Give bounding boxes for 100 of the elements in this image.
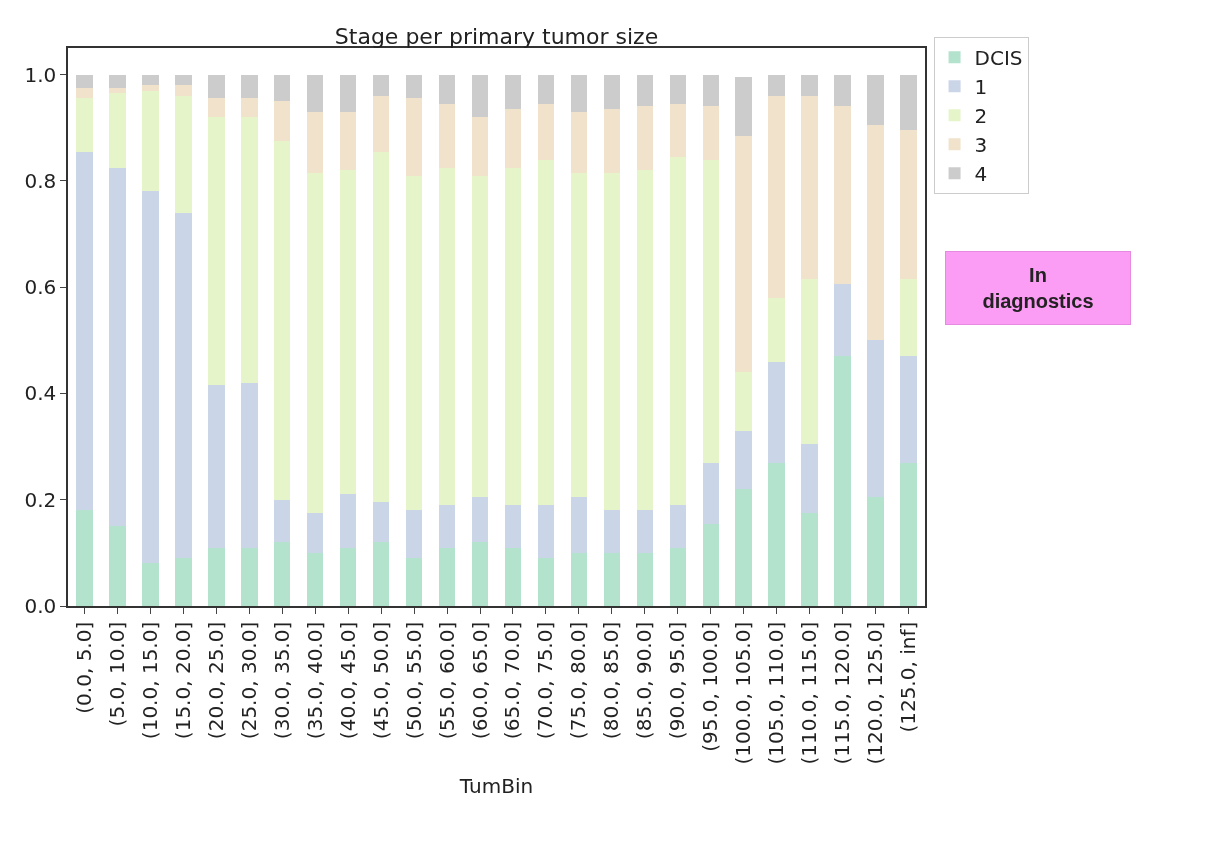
bar — [537, 159, 555, 506]
bar — [471, 117, 489, 176]
bar — [867, 340, 884, 498]
bar — [801, 513, 818, 606]
bar — [834, 74, 851, 107]
bar — [471, 175, 489, 498]
bar — [175, 558, 192, 606]
bar — [603, 172, 621, 511]
x-tick-label: (120.0, 125.0] — [863, 621, 888, 765]
x-tick-label: (115.0, 120.0] — [830, 621, 855, 765]
x-tick-label: (110.0, 115.0] — [797, 621, 822, 765]
bar — [274, 499, 291, 543]
bar — [438, 74, 456, 104]
x-tick-label: (15.0, 20.0] — [170, 621, 195, 740]
bar — [438, 167, 456, 506]
bar — [142, 74, 159, 86]
legend-label: 4 — [974, 162, 988, 187]
bar — [603, 109, 621, 173]
x-tick-label: (90.0, 95.0] — [665, 621, 690, 740]
bar — [142, 191, 159, 564]
bar — [109, 87, 126, 94]
bar — [900, 130, 917, 280]
bar — [438, 547, 456, 606]
bar — [636, 74, 654, 107]
bar — [900, 356, 917, 463]
bar — [142, 90, 159, 192]
bar — [241, 382, 258, 548]
x-tick-label: (50.0, 55.0] — [401, 621, 426, 740]
y-tick-label: 0.2 — [24, 487, 57, 512]
x-tick-label: (125.0, inf] — [896, 621, 921, 733]
bar — [867, 497, 884, 606]
bar — [339, 74, 357, 112]
bar — [241, 74, 258, 99]
x-tick-label: (45.0, 50.0] — [368, 621, 393, 740]
bar — [504, 505, 522, 548]
bar — [735, 372, 752, 431]
bar — [735, 430, 752, 490]
bar — [306, 552, 324, 606]
bar — [636, 510, 654, 553]
bar — [142, 85, 159, 91]
bar — [274, 542, 291, 606]
bar — [405, 175, 423, 511]
bar — [768, 297, 785, 362]
bar — [570, 111, 588, 173]
bar — [702, 462, 719, 524]
bar — [537, 505, 555, 559]
x-tick-label: (95.0, 100.0] — [698, 621, 723, 752]
bar — [241, 98, 258, 118]
bar — [175, 85, 192, 96]
bar — [274, 74, 291, 102]
bar — [900, 74, 917, 131]
bar — [76, 74, 93, 88]
bar — [768, 95, 785, 298]
bar — [438, 505, 456, 548]
x-tick-label: (75.0, 80.0] — [566, 621, 591, 740]
y-tick-label: 0.4 — [24, 381, 57, 406]
bar — [537, 558, 555, 606]
x-tick-label: (30.0, 35.0] — [269, 621, 294, 740]
bar — [834, 284, 851, 357]
x-tick-label: (65.0, 70.0] — [500, 621, 525, 740]
y-tick-label: 0.0 — [24, 594, 57, 618]
legend-label: 3 — [974, 133, 988, 158]
x-tick-label: (0.0, 5.0] — [71, 621, 96, 714]
x-tick-label: (55.0, 60.0] — [434, 621, 459, 740]
bar — [405, 510, 423, 559]
x-tick-label: (20.0, 25.0] — [203, 621, 228, 740]
bar — [669, 547, 687, 606]
bar — [570, 552, 588, 606]
x-tick-label: (60.0, 65.0] — [467, 621, 492, 740]
bar — [306, 513, 324, 553]
bar — [109, 74, 126, 88]
legend-label: 2 — [974, 104, 988, 129]
bar — [339, 170, 357, 495]
x-tick-label: (80.0, 85.0] — [599, 621, 624, 740]
bar — [801, 74, 818, 96]
bar — [735, 489, 752, 606]
bar — [834, 356, 851, 606]
bar — [339, 494, 357, 548]
bar — [372, 74, 390, 96]
x-tick-label: (40.0, 45.0] — [335, 621, 360, 740]
x-tick-label: (85.0, 90.0] — [632, 621, 657, 740]
x-tick-label: (10.0, 15.0] — [137, 621, 162, 740]
bar — [175, 95, 192, 213]
bar — [339, 547, 357, 606]
x-tick-label: (70.0, 75.0] — [533, 621, 558, 740]
bar — [109, 93, 126, 168]
x-tick-label: (5.0, 10.0] — [104, 621, 129, 727]
bar — [208, 98, 225, 118]
bar — [274, 141, 291, 500]
bar — [372, 502, 390, 543]
bar — [702, 106, 719, 160]
text: In diagnostics — [982, 264, 1094, 312]
bar — [735, 135, 752, 373]
legend-label: 1 — [974, 75, 988, 100]
bar — [570, 172, 588, 498]
bar — [636, 106, 654, 171]
bar — [669, 74, 687, 104]
bar — [175, 74, 192, 86]
bar — [669, 103, 687, 157]
bar — [603, 510, 621, 553]
